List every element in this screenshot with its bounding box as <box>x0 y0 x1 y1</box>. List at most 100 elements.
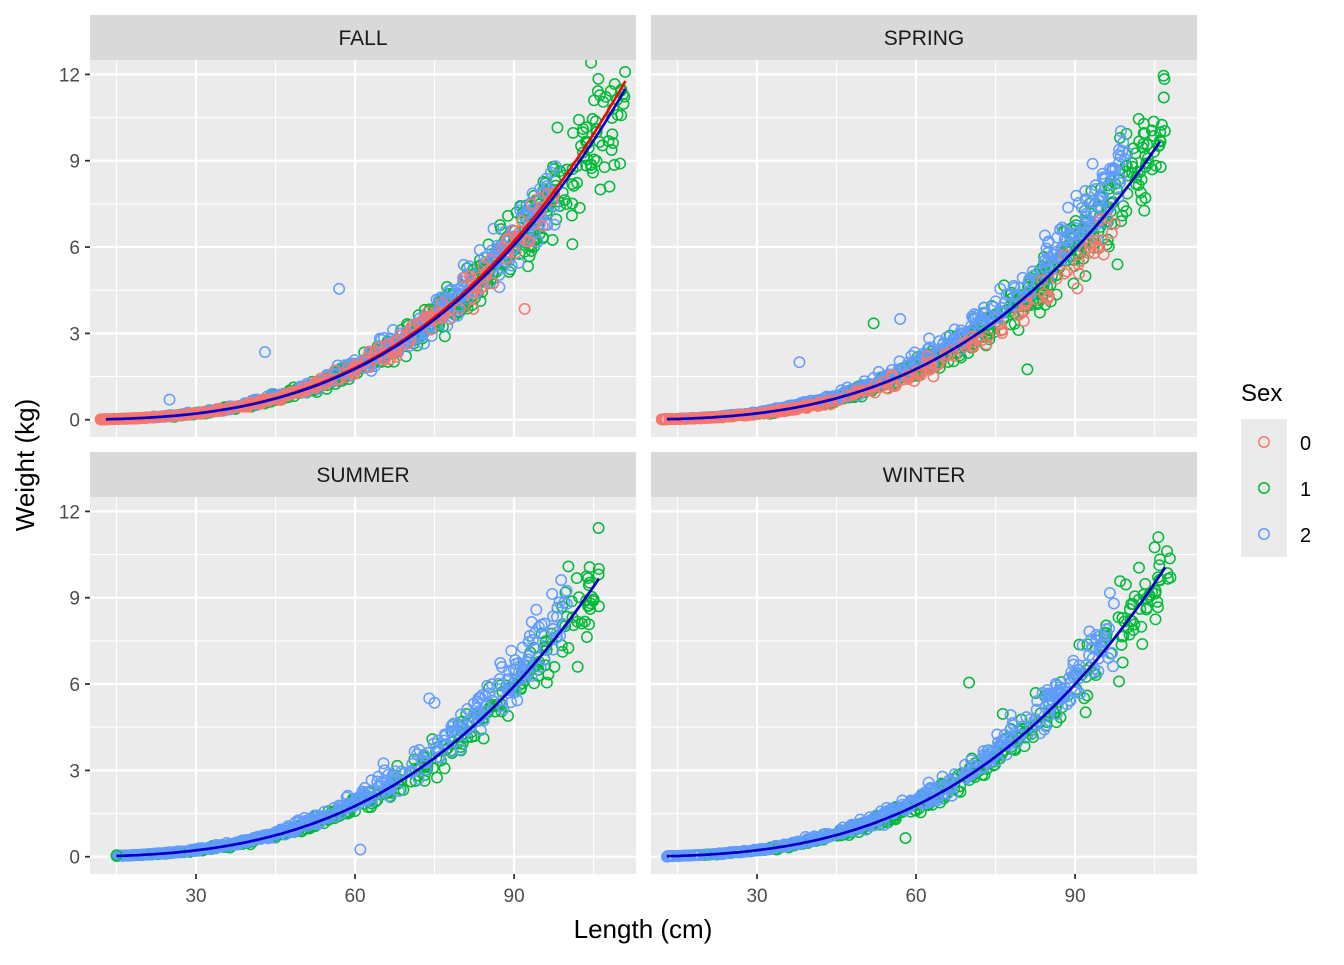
outlier-point-sex-0 <box>518 302 531 315</box>
data-point-sex-1 <box>608 159 621 171</box>
data-point-sex-0 <box>1082 247 1095 259</box>
data-point-sex-1 <box>460 707 473 720</box>
data-point-sex-2 <box>1051 231 1064 244</box>
data-point-sex-1 <box>1155 118 1168 131</box>
data-point-sex-0 <box>980 338 993 351</box>
data-point-sex-1 <box>617 97 630 110</box>
data-point-sex-2 <box>451 309 464 322</box>
data-point-sex-1 <box>580 159 592 172</box>
data-point-sex-2 <box>1112 191 1125 204</box>
data-point-sex-2 <box>1070 684 1083 697</box>
data-point-sex-1 <box>567 179 580 192</box>
data-point-sex-1 <box>1146 163 1159 176</box>
data-point-sex-2 <box>1026 265 1039 278</box>
data-point-sex-0 <box>1019 298 1032 311</box>
data-point-sex-0 <box>501 233 514 246</box>
facet-strip <box>90 15 636 60</box>
data-point-sex-0 <box>406 319 419 332</box>
data-point-sex-0 <box>1050 272 1063 285</box>
data-point-sex-2 <box>1008 734 1020 747</box>
data-point-sex-0 <box>996 327 1009 339</box>
x-tick-label: 90 <box>504 886 525 907</box>
data-point-sex-2 <box>863 811 876 824</box>
data-point-sex-2 <box>1114 125 1127 138</box>
data-point-sex-2 <box>447 717 460 730</box>
data-point-sex-1 <box>1081 689 1094 702</box>
data-point-sex-2 <box>379 784 392 797</box>
data-point-sex-1 <box>438 762 451 775</box>
data-point-sex-1 <box>583 618 596 631</box>
legend-key-bg <box>1241 465 1287 511</box>
data-point-sex-0 <box>994 318 1007 331</box>
data-point-sex-0 <box>1014 307 1027 320</box>
data-point-sex-2 <box>1045 252 1058 265</box>
data-point-sex-2 <box>1107 660 1119 673</box>
data-point-sex-2 <box>550 610 563 623</box>
data-point-sex-0 <box>458 271 471 284</box>
data-point-sex-1 <box>1050 288 1063 301</box>
data-point-sex-2 <box>487 222 500 235</box>
data-point-sex-2 <box>1103 201 1116 214</box>
data-point-sex-2 <box>1109 163 1122 176</box>
data-point-sex-0 <box>966 339 979 352</box>
data-point-sex-1 <box>565 209 578 222</box>
data-point-sex-2 <box>1038 255 1051 268</box>
x-tick-label: 60 <box>344 886 365 907</box>
data-point-sex-2 <box>1011 290 1024 302</box>
data-point-sex-2 <box>452 304 464 317</box>
data-point-sex-1 <box>1127 598 1140 611</box>
data-point-sex-1 <box>418 774 431 787</box>
x-tick-label: 60 <box>905 886 926 907</box>
data-point-sex-1 <box>1114 575 1127 588</box>
panel-background <box>651 60 1197 437</box>
data-point-sex-2 <box>560 584 573 597</box>
data-point-sex-2 <box>1054 223 1066 236</box>
data-point-sex-0 <box>536 219 549 232</box>
data-point-sex-1 <box>1119 578 1132 591</box>
outlier-point-sex-1 <box>1148 541 1161 554</box>
data-point-sex-1 <box>1152 531 1165 544</box>
data-point-sex-2 <box>392 785 405 798</box>
data-point-sex-2 <box>1117 136 1130 149</box>
data-point-sex-0 <box>1061 265 1073 278</box>
data-point-sex-1 <box>1113 675 1125 688</box>
data-point-sex-0 <box>1096 234 1108 247</box>
data-point-sex-2 <box>1096 167 1109 180</box>
data-point-sex-2 <box>1082 214 1095 226</box>
outlier-point-sex-1 <box>899 832 912 844</box>
data-point-sex-2 <box>975 311 987 324</box>
data-point-sex-2 <box>1114 150 1127 163</box>
data-point-sex-2 <box>298 812 311 824</box>
outlier-point-sex-1 <box>867 317 880 330</box>
y-tick-label: 12 <box>59 502 80 523</box>
facet-strip <box>90 452 636 497</box>
data-point-sex-2 <box>511 694 524 707</box>
data-point-sex-0 <box>1017 315 1030 327</box>
data-point-sex-2 <box>413 743 426 756</box>
outlier-point-sex-1 <box>592 562 605 575</box>
data-point-sex-2 <box>538 629 551 642</box>
data-point-sex-2 <box>1079 184 1092 197</box>
facet-strip-label: SPRING <box>884 27 965 50</box>
data-point-sex-1 <box>566 178 579 191</box>
data-point-sex-1 <box>1147 115 1160 128</box>
outlier-point-sex-1 <box>1132 113 1145 125</box>
data-point-sex-2 <box>923 332 936 345</box>
data-point-sex-2 <box>994 739 1007 752</box>
outlier-point-sex-1 <box>1164 571 1177 584</box>
data-point-sex-2 <box>1072 196 1085 209</box>
outlier-point-sex-1 <box>566 238 579 251</box>
points-layer <box>94 60 632 426</box>
data-point-sex-2 <box>502 686 515 699</box>
facet-panel-fall: FALL 0 3 6 9 12 <box>59 15 636 437</box>
data-point-sex-2 <box>385 781 398 794</box>
points-layer <box>660 531 1177 863</box>
data-point-sex-0 <box>889 379 902 392</box>
data-point-sex-2 <box>1056 221 1069 234</box>
data-point-sex-2 <box>529 642 542 655</box>
facet-strip <box>651 15 1197 60</box>
data-point-sex-1 <box>1154 126 1167 139</box>
y-tick-label: 9 <box>69 152 80 173</box>
